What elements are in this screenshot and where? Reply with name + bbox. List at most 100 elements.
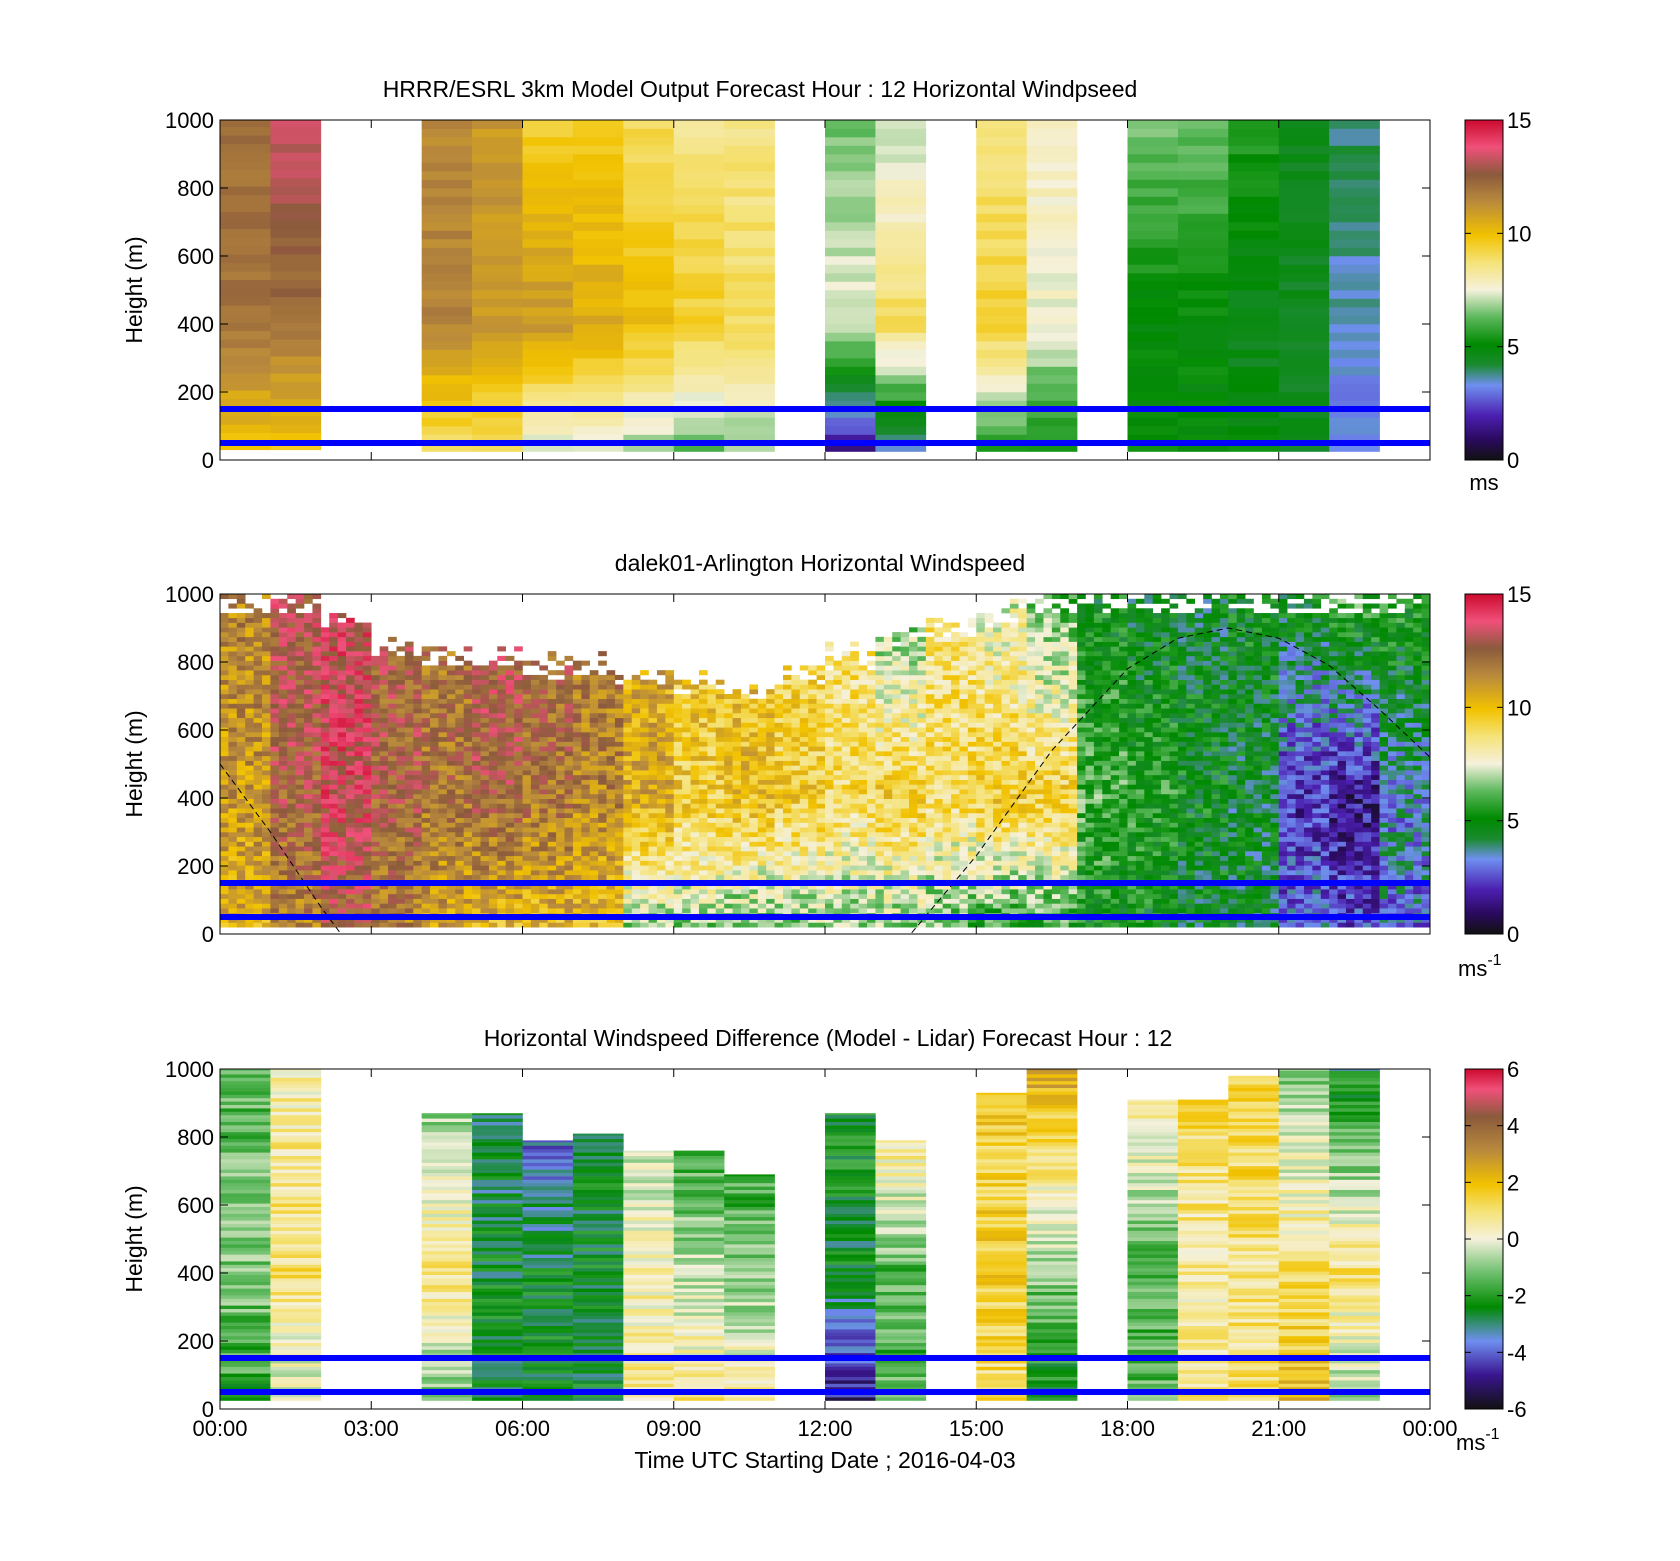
heatmap-cell [404,841,414,847]
heatmap-cell [497,917,506,923]
heatmap-cell [421,137,473,146]
heatmap-cell [665,789,675,795]
heatmap-cell [472,332,523,342]
heatmap-cell [236,889,246,895]
heatmap-cell [253,713,263,719]
heatmap-cell [581,732,591,738]
heatmap-cell [606,874,616,880]
heatmap-cell [430,903,439,909]
heatmap-cell [472,812,481,819]
heatmap-cell [220,841,229,847]
heatmap-cell [757,751,767,757]
heatmap-cell [472,298,523,308]
heatmap-cell [623,727,633,733]
heatmap-cell [413,808,422,814]
heatmap-cell [463,736,473,742]
heatmap-cell [530,746,540,752]
heatmap-cell [287,817,296,823]
heatmap-cell [236,751,246,757]
heatmap-cell [690,774,700,780]
heatmap-cell [354,622,364,628]
hour-profile [673,670,725,928]
heatmap-cell [799,884,809,890]
heatmap-cell [631,851,641,857]
heatmap-cell [404,689,414,695]
heatmap-cell [530,684,540,690]
heatmap-cell [253,870,263,876]
heatmap-cell [539,722,549,728]
heatmap-cell [572,171,624,180]
heatmap-cell [421,670,431,676]
heatmap-cell [236,827,246,833]
heatmap-cell [539,713,549,719]
heatmap-cell [749,865,759,871]
heatmap-cell [337,865,347,871]
heatmap-cell [715,693,725,700]
heatmap-cell [320,855,330,861]
heatmap-cell [539,851,549,857]
heatmap-cell [488,693,498,700]
heatmap-cell [505,727,515,733]
heatmap-cell [472,417,523,427]
heatmap-cell [572,409,624,418]
heatmap-cell [707,846,717,852]
heatmap-cell [673,774,683,780]
heatmap-cell [614,803,624,809]
heatmap-cell [732,746,742,752]
heatmap-cell [791,870,801,876]
heatmap-cell [278,760,288,766]
heatmap-cell [782,751,792,757]
heatmap-cell [362,627,372,633]
heatmap-cell [1329,349,1380,359]
heatmap-cell [312,812,322,819]
heatmap-cell [656,808,666,814]
heatmap-cell [825,137,876,146]
heatmap-cell [304,903,313,909]
heatmap-cell [640,679,649,685]
heatmap-cell [287,765,296,771]
heatmap-cell [589,708,599,714]
heatmap-cell [631,713,641,719]
heatmap-cell [388,851,397,857]
heatmap-cell [623,784,633,790]
heatmap-cell [825,860,834,866]
heatmap-cell [665,774,675,780]
heatmap-cell [228,632,238,638]
heatmap-cell [522,137,574,146]
heatmap-cell [791,679,801,685]
heatmap-cell [245,732,254,738]
heatmap-cell [245,651,254,657]
heatmap-cell [808,803,817,809]
heatmap-cell [547,793,557,799]
heatmap-cell [690,855,700,861]
heatmap-cell [354,708,364,714]
heatmap-cell [539,703,549,709]
heatmap-cell [673,903,683,909]
heatmap-cell [749,922,759,928]
heatmap-cell [522,822,532,828]
heatmap-cell [825,846,834,852]
heatmap-cell [623,400,675,410]
heatmap-cell [488,898,498,904]
heatmap-cell [371,784,380,790]
heatmap-cell [522,841,532,847]
heatmap-cell [749,793,759,799]
heatmap-cell [236,646,246,652]
heatmap-cell [522,779,532,785]
heatmap-cell [530,860,540,866]
heatmap-cell [833,832,843,838]
heatmap-cell [472,855,481,861]
heatmap-cell [698,751,708,757]
heatmap-cell [396,855,406,861]
heatmap-cell [312,870,322,876]
heatmap-cell [312,636,322,642]
heatmap-cell [673,841,683,847]
heatmap-cell [262,770,271,776]
heatmap-cell [1278,443,1330,452]
heatmap-cell [421,128,473,138]
heatmap-cell [312,632,322,638]
heatmap-cell [253,736,263,742]
heatmap-cell [287,812,296,819]
heatmap-cell [606,851,616,857]
heatmap-cell [379,860,389,866]
